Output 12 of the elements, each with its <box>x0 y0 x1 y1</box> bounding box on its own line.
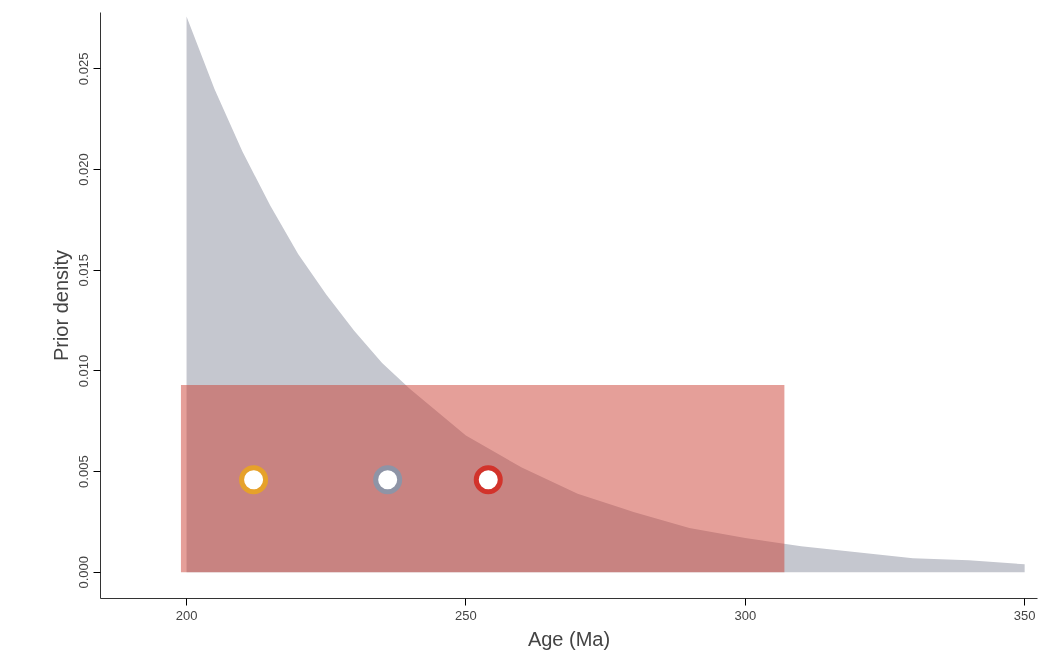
y-tick-label: 0.015 <box>76 253 92 287</box>
y-tick-label: 0.000 <box>76 556 92 589</box>
y-axis-title: Prior density <box>49 249 72 362</box>
x-tick-label: 200 <box>175 607 198 623</box>
x-tick-label: 350 <box>1013 607 1036 623</box>
y-tick-label: 0.025 <box>76 52 92 86</box>
y-tick-label: 0.020 <box>76 153 92 186</box>
y-tick-label: 0.005 <box>76 455 92 488</box>
x-tick-label: 250 <box>455 607 477 623</box>
y-tick-label: 0.010 <box>76 354 92 388</box>
x-axis-title: Age (Ma) <box>527 627 611 650</box>
x-tick-label: 300 <box>734 607 757 623</box>
